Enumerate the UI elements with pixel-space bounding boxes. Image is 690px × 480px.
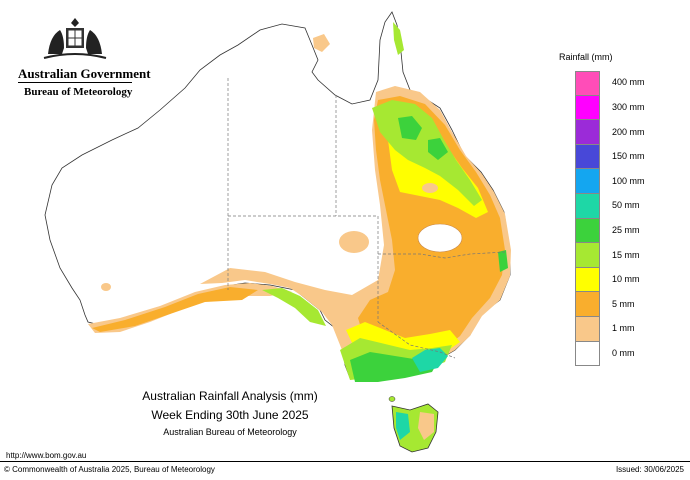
map-source: Australian Bureau of Meteorology — [163, 427, 297, 437]
legend-swatch — [575, 144, 600, 170]
legend-swatch — [575, 218, 600, 244]
legend-label: 50 mm — [612, 200, 640, 211]
legend-label: 5 mm — [612, 298, 635, 309]
legend-swatch — [575, 71, 600, 96]
legend-label: 25 mm — [612, 224, 640, 235]
legend-swatch — [575, 95, 600, 121]
map-subtitle: Week Ending 30th June 2025 — [151, 408, 309, 422]
tasmania-west-rain — [396, 412, 410, 440]
legend-swatch — [575, 243, 600, 268]
bass-strait-island — [388, 396, 396, 402]
legend-label: 10 mm — [612, 274, 640, 285]
legend-label: 300 mm — [612, 101, 645, 112]
legend-swatch — [575, 169, 600, 194]
rain-zone-25mm-qld-coast — [428, 138, 448, 160]
website-url: http://www.bom.gov.au — [6, 451, 87, 460]
issued-date: Issued: 30/06/2025 — [615, 465, 684, 474]
rain-zone-25mm-qld — [398, 116, 422, 140]
coat-of-arms-icon — [43, 18, 107, 59]
legend-label: 400 mm — [612, 77, 645, 88]
rain-zone-1mm-northwest — [313, 34, 330, 52]
rain-zone-1mm-inland — [339, 231, 369, 253]
legend-label: 200 mm — [612, 126, 645, 137]
rain-zone-1mm-pilbara — [101, 283, 111, 291]
state-borders — [227, 78, 506, 359]
agency-name: Bureau of Meteorology — [24, 86, 133, 98]
header-divider — [18, 82, 132, 83]
legend-swatch — [575, 316, 600, 342]
legend-label: 150 mm — [612, 151, 645, 162]
rain-zone-25mm-south — [350, 352, 440, 382]
legend-swatch — [575, 292, 600, 317]
tasmania-east-rain — [418, 412, 434, 440]
rain-zone-15mm-cape-york — [393, 22, 404, 55]
government-title: Australian Government — [18, 66, 151, 81]
dry-patch-qld-small — [422, 183, 438, 193]
legend-swatch — [575, 120, 600, 145]
legend-swatch — [575, 267, 600, 293]
rainfall-legend — [575, 71, 600, 367]
map-title: Australian Rainfall Analysis (mm) — [142, 389, 318, 403]
footer-divider — [0, 461, 690, 462]
rain-zone-25mm-east-coast — [498, 250, 508, 272]
legend-title: Rainfall (mm) — [559, 52, 613, 62]
legend-label: 1 mm — [612, 323, 635, 334]
dry-patch-qld — [417, 223, 463, 253]
legend-swatch — [575, 193, 600, 219]
border-qld-nsw — [378, 251, 506, 259]
legend-label: 15 mm — [612, 249, 640, 260]
rain-zone-5mm-southwest — [92, 287, 258, 332]
legend-swatch — [575, 341, 600, 367]
rain-zone-50mm-alps — [412, 348, 448, 372]
legend-label: 100 mm — [612, 175, 645, 186]
legend-label: 0 mm — [612, 347, 635, 358]
rain-zone-15mm-southwest — [262, 288, 326, 326]
copyright-text: © Commonwealth of Australia 2025, Bureau… — [4, 465, 215, 474]
rain-zone-15mm-qld — [372, 100, 482, 206]
